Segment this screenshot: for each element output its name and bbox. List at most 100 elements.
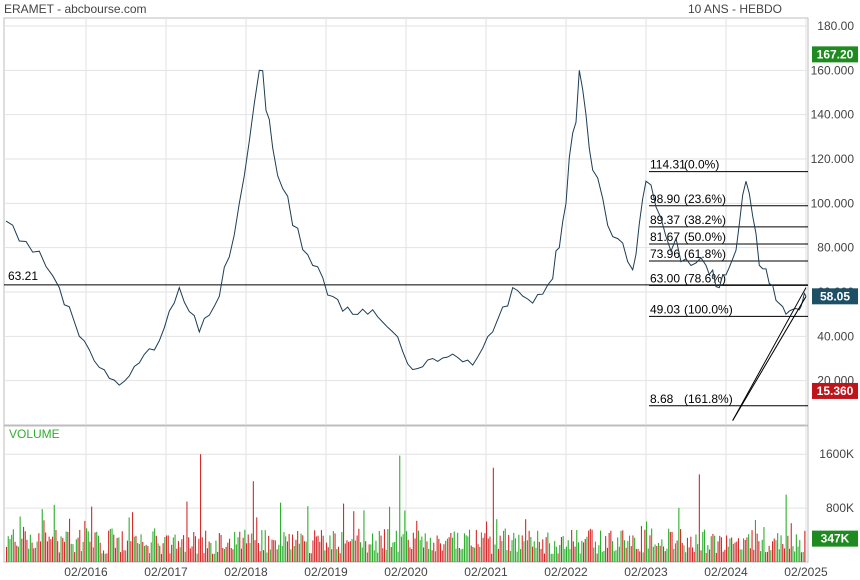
volume-bar — [297, 531, 299, 562]
fibonacci-level-value: 98.90 — [650, 192, 680, 206]
volume-bar — [162, 543, 164, 562]
volume-bar — [486, 521, 488, 562]
volume-bar — [273, 540, 275, 562]
fibonacci-level-percent: (0.0%) — [684, 158, 719, 172]
volume-bar — [651, 528, 653, 562]
volume-bar — [693, 552, 695, 562]
volume-bar — [484, 533, 486, 562]
volume-bar — [67, 531, 69, 562]
volume-bar — [542, 539, 544, 562]
volume-bar — [327, 547, 329, 562]
volume-bar — [429, 537, 431, 562]
volume-bar — [800, 552, 802, 562]
price-badge — [812, 530, 858, 547]
fibonacci-level-percent: (78.6%) — [684, 271, 726, 285]
volume-bar — [164, 537, 166, 562]
volume-bar — [763, 527, 765, 562]
volume-bar — [530, 537, 532, 562]
volume-bar — [264, 530, 266, 562]
volume-bar — [276, 549, 278, 562]
reference-line-label: 63.21 — [8, 269, 38, 283]
volume-bar — [463, 533, 465, 562]
volume-bar — [596, 553, 598, 562]
volume-bar — [246, 543, 248, 562]
volume-bar — [108, 530, 110, 562]
volume-bar — [256, 517, 258, 562]
volume-bar — [632, 535, 634, 562]
volume-bar — [322, 535, 324, 562]
fibonacci-level-value: 73.96 — [650, 247, 680, 261]
volume-bar — [780, 535, 782, 562]
volume-bar — [612, 541, 614, 562]
volume-bar — [155, 535, 157, 562]
volume-bar — [516, 551, 518, 562]
volume-bar — [34, 547, 36, 562]
volume-bar — [268, 535, 270, 562]
volume-bar — [782, 544, 784, 562]
volume-bar — [623, 540, 625, 562]
volume-bar — [52, 536, 54, 562]
volume-bar — [99, 542, 101, 562]
volume-bar — [772, 541, 774, 562]
volume-bar — [751, 530, 753, 562]
volume-bar — [472, 547, 474, 562]
volume-bar — [251, 533, 253, 562]
volume-bar — [754, 520, 756, 562]
volume-bar — [128, 517, 130, 562]
volume-bar — [28, 548, 30, 562]
volume-bar — [261, 530, 263, 562]
volume-bar — [491, 553, 493, 562]
volume-bar — [722, 551, 724, 562]
volume-bar — [344, 543, 346, 562]
volume-bar — [783, 548, 785, 562]
volume-bar — [91, 506, 93, 562]
volume-bar — [657, 543, 659, 562]
volume-bar — [113, 534, 115, 562]
volume-bar — [215, 540, 217, 562]
price-series-line[interactable] — [5, 69, 807, 386]
volume-bar — [734, 542, 736, 562]
volume-bar — [550, 553, 552, 562]
volume-bar — [41, 509, 43, 562]
volume-bar — [356, 535, 358, 562]
volume-bar — [346, 540, 348, 562]
volume-bar — [334, 533, 336, 562]
volume-bar — [274, 540, 276, 562]
volume-bar — [598, 545, 600, 562]
volume-bar — [140, 534, 142, 562]
volume-bar — [414, 538, 416, 562]
volume-bar — [365, 541, 367, 562]
volume-bar — [581, 540, 583, 562]
volume-bar — [600, 530, 602, 562]
fibonacci-level-value: 8.68 — [650, 392, 674, 406]
volume-bar — [520, 549, 522, 562]
volume-bar — [227, 542, 229, 562]
volume-bar — [649, 535, 651, 562]
volume-bar — [188, 537, 190, 562]
volume-bar — [593, 547, 595, 562]
chart-period[interactable]: 10 ANS - HEBDO — [687, 2, 782, 16]
volume-bar — [65, 531, 67, 562]
volume-bar — [630, 546, 632, 562]
volume-bar — [363, 510, 365, 562]
volume-bar — [179, 547, 181, 562]
volume-bar — [7, 536, 9, 562]
volume-bar — [259, 551, 261, 562]
volume-bar — [635, 548, 637, 562]
volume-bar — [23, 526, 25, 562]
volume-bar — [177, 541, 179, 562]
fibonacci-level-percent: (23.6%) — [684, 192, 726, 206]
volume-bar — [676, 540, 678, 562]
volume-bar — [293, 546, 295, 562]
price-y-tick-label: 40.000 — [817, 329, 854, 343]
volume-bar — [554, 541, 556, 562]
volume-bar — [361, 547, 363, 562]
volume-bar — [300, 533, 302, 562]
volume-bar — [703, 529, 705, 562]
volume-bar — [232, 549, 234, 562]
volume-bar — [210, 543, 212, 562]
volume-bar — [269, 549, 271, 562]
volume-bar — [244, 529, 246, 562]
volume-bar — [203, 553, 205, 562]
volume-bar — [6, 546, 8, 562]
